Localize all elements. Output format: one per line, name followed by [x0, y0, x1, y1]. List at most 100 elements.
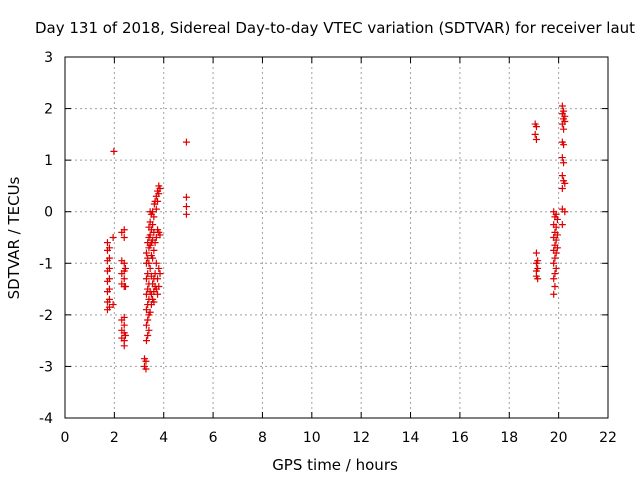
data-point — [182, 138, 190, 146]
data-point — [105, 285, 113, 293]
data-point — [121, 282, 129, 290]
x-tick-label: 22 — [599, 430, 617, 446]
data-point — [551, 254, 559, 262]
data-point — [154, 275, 162, 283]
data-point — [550, 290, 558, 298]
data-point — [142, 275, 150, 283]
data-point — [552, 223, 560, 231]
data-point — [552, 210, 560, 218]
data-point — [105, 264, 113, 272]
y-tick-label: -1 — [39, 256, 53, 272]
y-tick-label: 0 — [44, 205, 53, 221]
data-point — [142, 321, 150, 329]
data-point — [531, 130, 539, 138]
data-point — [534, 257, 542, 265]
data-point — [550, 259, 558, 267]
y-tick-labels: -4 -3 -2 -1 0 1 2 3 — [39, 50, 53, 427]
data-point — [558, 102, 566, 110]
data-point — [558, 221, 566, 229]
x-tick-label: 18 — [500, 430, 518, 446]
data-point — [552, 236, 560, 244]
data-point — [561, 208, 569, 216]
data-point — [553, 244, 561, 252]
data-point — [532, 123, 540, 131]
data-point — [551, 270, 559, 278]
x-tick-label: 12 — [352, 430, 370, 446]
x-tick-label: 2 — [110, 430, 119, 446]
plot-frame — [64, 56, 609, 419]
data-point — [110, 147, 118, 155]
data-point — [146, 264, 154, 272]
data-point — [120, 234, 128, 241]
data-point — [121, 331, 129, 339]
data-point — [532, 136, 540, 144]
data-point — [155, 190, 163, 198]
data-point — [558, 185, 566, 193]
data-point — [560, 107, 568, 115]
data-point — [105, 303, 113, 311]
data-point — [144, 316, 152, 324]
data-point — [154, 197, 162, 205]
data-point — [532, 249, 540, 257]
data-point — [534, 264, 542, 272]
x-tick-labels: 0 2 4 6 8 10 12 14 16 18 20 22 — [61, 430, 617, 446]
y-axis-title: SDTVAR / TECUs — [5, 176, 23, 299]
data-point — [558, 154, 566, 162]
data-point — [182, 193, 190, 201]
data-point — [142, 357, 150, 365]
y-tick-label: -3 — [39, 359, 53, 375]
data-point — [142, 337, 150, 345]
data-point — [109, 234, 117, 241]
data-point — [553, 215, 561, 223]
y-tick-label: -4 — [39, 411, 53, 427]
data-point — [145, 259, 153, 267]
y-tick-label: 2 — [44, 102, 53, 118]
data-point — [105, 295, 113, 303]
data-point — [558, 172, 566, 180]
data-point — [155, 282, 163, 290]
data-point — [144, 270, 152, 278]
data-point — [534, 275, 542, 283]
data-point — [560, 141, 568, 149]
data-point — [182, 210, 190, 218]
data-point — [149, 254, 157, 262]
data-point — [105, 275, 113, 283]
data-point — [552, 249, 560, 257]
data-point — [120, 313, 128, 321]
data-point — [560, 159, 568, 167]
data-point — [156, 270, 164, 278]
data-point — [553, 231, 561, 239]
data-point — [156, 185, 164, 193]
data-point — [109, 301, 117, 309]
data-point — [149, 208, 157, 216]
axis-ticks — [64, 56, 609, 419]
data-point — [142, 365, 150, 373]
data-point — [145, 326, 153, 334]
data-point — [551, 282, 559, 290]
data-point — [120, 342, 128, 350]
data-point — [120, 259, 128, 267]
data-point — [146, 308, 154, 316]
data-point — [561, 117, 569, 125]
data-point — [105, 244, 113, 252]
data-point — [182, 203, 190, 211]
data-point — [152, 205, 160, 213]
data-point — [552, 264, 560, 272]
y-tick-label: 3 — [44, 50, 53, 66]
x-tick-label: 8 — [258, 430, 267, 446]
data-point — [156, 231, 164, 239]
data-point — [151, 239, 159, 247]
x-tick-label: 14 — [402, 430, 420, 446]
data-point — [146, 231, 154, 239]
y-tick-label: 1 — [44, 153, 53, 169]
data-point — [142, 306, 150, 314]
chart-title: Day 131 of 2018, Sidereal Day-to-day VTE… — [35, 19, 635, 37]
data-point — [150, 246, 158, 254]
x-tick-label: 20 — [550, 430, 568, 446]
data-point — [121, 264, 129, 272]
data-point — [152, 259, 160, 267]
data-point — [154, 290, 162, 298]
x-tick-label: 10 — [303, 430, 321, 446]
data-point — [105, 254, 113, 262]
